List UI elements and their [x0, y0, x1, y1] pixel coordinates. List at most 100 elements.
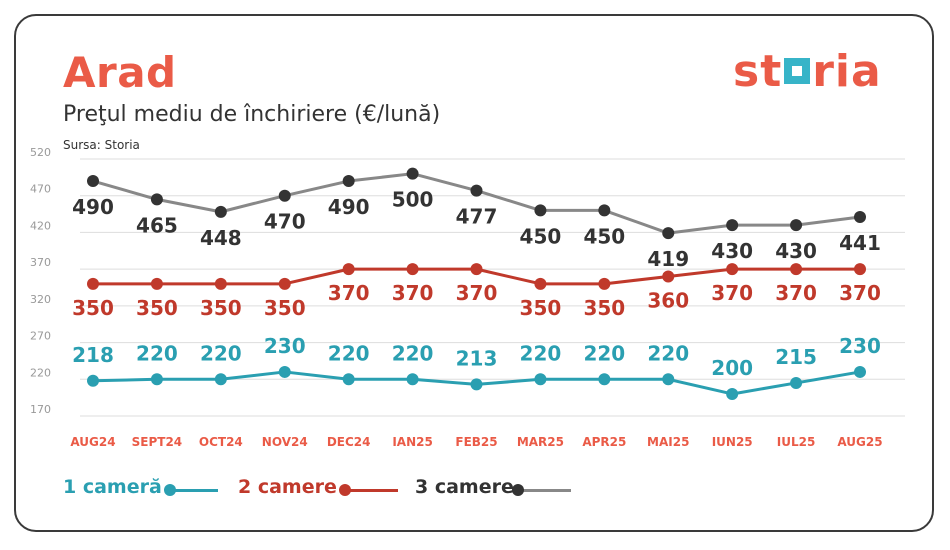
data-point	[726, 387, 739, 400]
data-point	[342, 175, 355, 188]
data-point	[598, 277, 611, 290]
data-label: 370	[775, 281, 817, 305]
y-tick-label: 170	[30, 403, 51, 416]
data-label: 200	[711, 356, 753, 380]
data-point	[662, 373, 675, 386]
x-tick-label: MAI25	[647, 435, 689, 449]
y-tick-label: 370	[30, 256, 51, 269]
logo-square-icon	[784, 58, 811, 84]
y-tick-label: 520	[30, 146, 51, 159]
storia-logo: st ria	[733, 46, 882, 97]
data-label: 370	[711, 281, 753, 305]
x-tick-label: DEC24	[327, 435, 371, 449]
data-point	[854, 365, 866, 378]
x-tick-label: OCT24	[199, 435, 243, 449]
data-point	[278, 365, 291, 378]
data-label: 218	[72, 343, 114, 367]
data-point	[87, 175, 99, 188]
legend-dot	[164, 484, 176, 496]
data-label: 450	[583, 224, 625, 248]
data-label: 220	[328, 341, 370, 365]
data-label: 370	[392, 281, 434, 305]
data-point	[150, 277, 163, 290]
data-point	[150, 193, 163, 206]
legend-line	[343, 489, 398, 492]
data-label: 350	[72, 296, 114, 320]
legend-line	[168, 489, 218, 492]
data-point	[662, 270, 675, 283]
data-label: 350	[200, 296, 242, 320]
data-label: 430	[775, 239, 817, 263]
data-point	[214, 277, 227, 290]
data-point	[470, 263, 483, 276]
x-tick-label: APR25	[582, 435, 626, 449]
data-label: 490	[328, 195, 370, 219]
data-label: 350	[264, 296, 306, 320]
source-note: Sursa: Storia	[63, 138, 140, 152]
data-label: 220	[583, 341, 625, 365]
data-point	[726, 219, 739, 232]
data-label: 350	[136, 296, 178, 320]
y-tick-label: 220	[30, 366, 51, 379]
x-tick-label: IUL25	[777, 435, 816, 449]
data-point	[534, 204, 547, 217]
legend-dot	[339, 484, 351, 496]
legend-label: 3 camere	[415, 476, 514, 498]
data-label: 350	[520, 296, 562, 320]
data-point	[470, 378, 483, 391]
data-point	[87, 277, 99, 290]
data-label: 360	[647, 288, 689, 312]
data-label: 477	[456, 205, 498, 229]
data-label: 490	[72, 195, 114, 219]
data-point	[278, 189, 291, 202]
data-point	[406, 167, 419, 180]
x-tick-label: AUG25	[837, 435, 882, 449]
data-label: 220	[520, 341, 562, 365]
data-point	[406, 373, 419, 386]
data-point	[342, 263, 355, 276]
data-label: 419	[647, 247, 689, 271]
data-label: 470	[264, 210, 306, 234]
legend-label: 1 cameră	[63, 476, 162, 498]
chart-subtitle: Preţul mediu de închiriere (€/lună)	[63, 102, 441, 127]
data-point	[534, 373, 547, 386]
data-label: 370	[328, 281, 370, 305]
x-tick-label: IAN25	[392, 435, 433, 449]
data-point	[790, 263, 803, 276]
data-label: 430	[711, 239, 753, 263]
data-label: 370	[839, 281, 881, 305]
data-point	[150, 373, 163, 386]
data-point	[214, 373, 227, 386]
x-tick-label: FEB25	[455, 435, 497, 449]
data-point	[790, 376, 803, 389]
data-label: 450	[520, 224, 562, 248]
data-label: 230	[264, 334, 306, 358]
data-label: 448	[200, 226, 242, 250]
legend-dot	[512, 484, 524, 496]
data-point	[534, 277, 547, 290]
data-point	[406, 263, 419, 276]
x-tick-label: NOV24	[262, 435, 308, 449]
data-point	[87, 374, 99, 387]
data-point	[598, 204, 611, 217]
x-tick-label: SEPT24	[132, 435, 183, 449]
data-point	[598, 373, 611, 386]
city-title: Arad	[63, 48, 177, 97]
data-label: 441	[839, 231, 881, 255]
data-label: 213	[456, 346, 498, 370]
data-label: 220	[647, 341, 689, 365]
data-label: 220	[136, 341, 178, 365]
data-label: 220	[200, 341, 242, 365]
data-point	[278, 277, 291, 290]
data-point	[662, 227, 675, 240]
data-label: 500	[392, 188, 434, 212]
data-label: 465	[136, 213, 178, 237]
data-label: 220	[392, 341, 434, 365]
data-label: 350	[583, 296, 625, 320]
y-tick-label: 270	[30, 330, 51, 343]
legend-label: 2 camere	[238, 476, 337, 498]
x-tick-label: AUG24	[70, 435, 115, 449]
x-tick-label: IUN25	[712, 435, 753, 449]
data-point	[854, 263, 866, 276]
